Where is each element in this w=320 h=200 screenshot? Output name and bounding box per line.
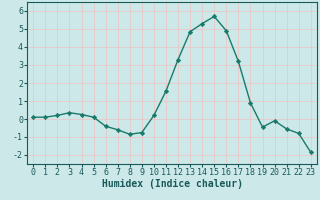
X-axis label: Humidex (Indice chaleur): Humidex (Indice chaleur) [101, 179, 243, 189]
